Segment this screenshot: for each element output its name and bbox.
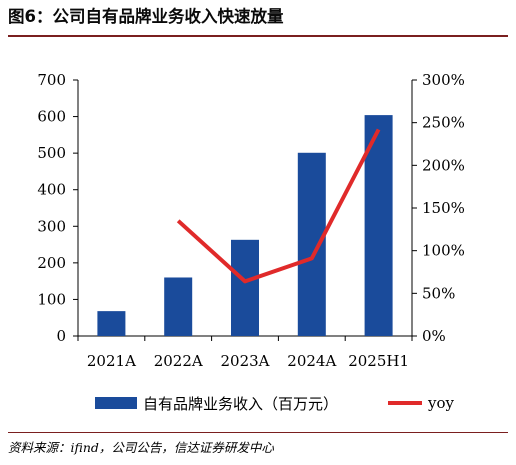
legend-label-bar: 自有品牌业务收入（百万元）	[143, 395, 338, 413]
bar-series	[97, 115, 393, 336]
left-tick-label: 200	[37, 254, 66, 272]
source-note: 资料来源：ifind，公司公告，信达证券研发中心	[8, 440, 274, 455]
legend: 自有品牌业务收入（百万元） yoy	[95, 394, 455, 413]
right-tick-label: 200%	[422, 156, 465, 174]
x-tick-label: 2025H1	[348, 352, 409, 370]
left-tick-label: 0	[56, 327, 66, 345]
right-tick-label: 150%	[422, 199, 465, 217]
axis-labels: 0 100 200 300 400 500 600 700 0% 50% 100% 150% 200% 2…	[37, 71, 465, 370]
right-tick-label: 250%	[422, 114, 465, 132]
right-tick-label: 50%	[422, 284, 455, 302]
figure-title: 图6：公司自有品牌业务收入快速放量	[8, 7, 284, 26]
left-tick-label: 100	[37, 290, 66, 308]
legend-label-line: yoy	[427, 394, 455, 412]
bar	[364, 115, 393, 336]
title-rule	[8, 35, 508, 37]
left-tick-label: 600	[37, 108, 66, 126]
right-tick-label: 0%	[422, 327, 446, 345]
right-tick-label: 300%	[422, 71, 465, 89]
left-tick-label: 400	[37, 181, 66, 199]
x-tick-label: 2022A	[154, 352, 203, 370]
bar	[231, 239, 259, 336]
left-tick-label: 700	[37, 71, 66, 89]
right-tick-label: 100%	[422, 242, 465, 260]
yoy-line	[176, 128, 381, 284]
line-series	[176, 128, 381, 284]
x-tick-label: 2024A	[287, 352, 336, 370]
bar	[97, 311, 126, 336]
bar	[164, 277, 193, 336]
left-tick-label: 300	[37, 217, 66, 235]
bar	[297, 152, 326, 336]
left-tick-label: 500	[37, 144, 66, 162]
source-rule	[8, 432, 508, 433]
x-tick-label: 2021A	[87, 352, 136, 370]
x-tick-label: 2023A	[220, 352, 269, 370]
legend-swatch-bar	[95, 397, 137, 409]
combo-chart: 0 100 200 300 400 500 600 700 0% 50% 100% 150% 200% 2…	[37, 71, 465, 413]
